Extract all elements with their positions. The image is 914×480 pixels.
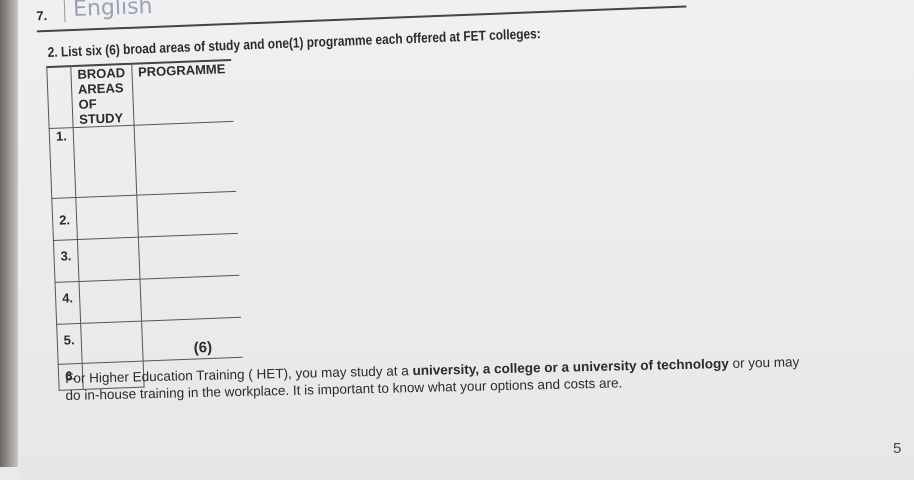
question-2-instruction: 2. List six (6) broad areas of study and… bbox=[47, 25, 541, 60]
programme-cell[interactable]: (6) bbox=[141, 317, 243, 362]
area-cell[interactable] bbox=[80, 321, 143, 364]
programme-cell[interactable] bbox=[137, 233, 240, 280]
question-7-number: 7. bbox=[36, 8, 48, 24]
worksheet-page: 7. English 2. List six (6) broad areas o… bbox=[18, 0, 914, 480]
marks-label: (6) bbox=[193, 338, 213, 357]
table-header-row: BROAD AREAS OF STUDY PROGRAMME bbox=[46, 59, 234, 129]
table-row: 1. bbox=[49, 121, 237, 199]
area-cell[interactable] bbox=[72, 125, 137, 198]
table-row: 3. bbox=[53, 233, 240, 283]
header-programme: PROGRAMME bbox=[131, 59, 234, 126]
programme-cell[interactable] bbox=[133, 121, 237, 196]
table-row: 5. (6) bbox=[56, 317, 243, 365]
row-number: 1. bbox=[49, 127, 76, 199]
row-number: 5. bbox=[56, 323, 83, 365]
area-cell[interactable] bbox=[78, 279, 142, 324]
background-edge bbox=[0, 0, 22, 467]
row-number: 4. bbox=[55, 281, 81, 325]
paragraph-text: or you may bbox=[728, 354, 800, 371]
programme-cell[interactable] bbox=[136, 191, 238, 238]
area-cell[interactable] bbox=[75, 195, 138, 240]
table-row: 4. bbox=[55, 275, 241, 325]
table-row: 2. bbox=[51, 191, 238, 241]
row-number: 2. bbox=[51, 197, 78, 241]
row-number: 3. bbox=[53, 239, 79, 283]
handwritten-answer: English bbox=[63, 0, 153, 23]
header-broad-areas: BROAD AREAS OF STUDY bbox=[70, 63, 134, 128]
area-cell[interactable] bbox=[77, 237, 140, 282]
page-number: 5 bbox=[893, 440, 902, 457]
programme-cell[interactable] bbox=[139, 275, 241, 322]
study-areas-table: BROAD AREAS OF STUDY PROGRAMME 1. 2. 3. … bbox=[46, 59, 244, 391]
